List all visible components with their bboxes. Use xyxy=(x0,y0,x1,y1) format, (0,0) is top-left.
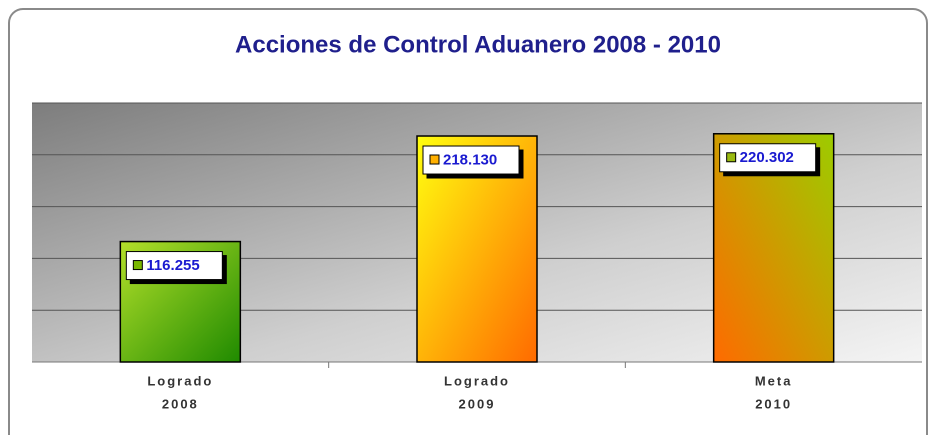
x-tick-label: Logrado xyxy=(147,373,213,388)
legend-key xyxy=(429,154,440,165)
x-tick-label: 2009 xyxy=(459,396,496,411)
x-tick-label: Logrado xyxy=(444,373,510,388)
chart-title: Acciones de Control Aduanero 2008 - 2010 xyxy=(235,31,721,58)
legend-key xyxy=(726,152,737,163)
x-tick-label: 2008 xyxy=(162,396,199,411)
value-label: 220.302 xyxy=(740,149,794,166)
x-tick-label: Meta xyxy=(755,373,793,388)
value-label: 218.130 xyxy=(443,151,497,168)
legend-key xyxy=(132,260,143,271)
value-label: 116.255 xyxy=(146,257,199,274)
x-tick-label: 2010 xyxy=(755,396,792,411)
